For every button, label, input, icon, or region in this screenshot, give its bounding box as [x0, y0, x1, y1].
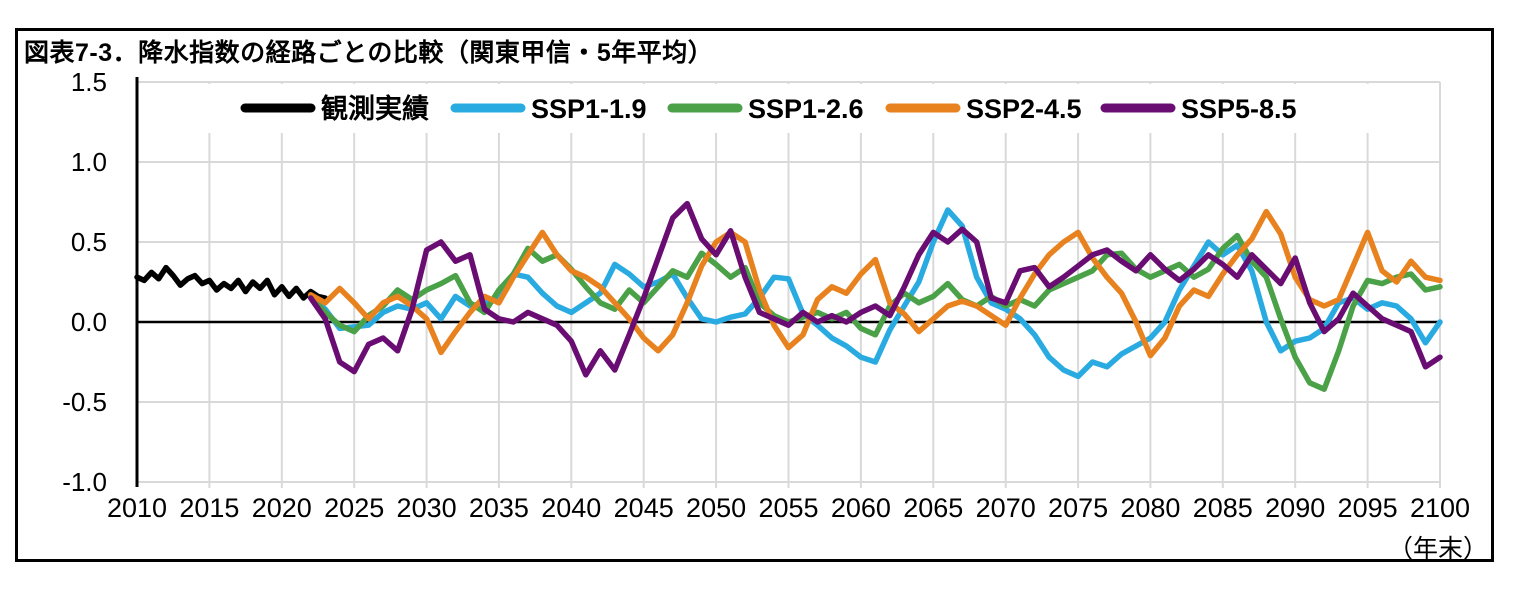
x-tick-label: 2040	[541, 493, 601, 523]
series-line-observed	[134, 264, 328, 301]
x-tick-label: 2045	[614, 493, 674, 523]
x-tick-label: 2065	[903, 493, 963, 523]
y-tick-label: -0.5	[62, 387, 107, 417]
x-tick-label: 2085	[1193, 493, 1253, 523]
x-tick-label: 2030	[397, 493, 457, 523]
y-tick-label: -1.0	[62, 467, 107, 497]
x-tick-label: 2090	[1265, 493, 1325, 523]
x-tick-label: 2010	[107, 493, 167, 523]
x-tick-label: 2035	[469, 493, 529, 523]
x-axis-unit-label: （年末）	[1387, 535, 1488, 563]
x-tick-label: 2015	[179, 493, 239, 523]
legend-label-ssp1-2-6: SSP1-2.6	[748, 94, 864, 124]
legend-label-observed: 観測実績	[321, 93, 429, 124]
x-tick-label: 2075	[1048, 493, 1108, 523]
x-tick-label: 2070	[976, 493, 1036, 523]
legend-label-ssp5-8-5: SSP5-8.5	[1181, 94, 1297, 124]
legend-label-ssp1-1-9: SSP1-1.9	[531, 94, 647, 124]
series-line-ssp1-2-6	[307, 232, 1443, 392]
legend-background	[139, 84, 1439, 133]
x-tick-label: 2025	[324, 493, 384, 523]
x-tick-label: 2095	[1338, 493, 1398, 523]
legend-label-ssp2-4-5: SSP2-4.5	[966, 94, 1082, 124]
y-tick-label: 0.5	[71, 227, 107, 257]
y-tick-label: 1.5	[71, 67, 107, 97]
x-tick-label: 2100	[1410, 493, 1470, 523]
series-line-ssp2-4-5	[307, 208, 1443, 359]
x-tick-label: 2080	[1120, 493, 1180, 523]
x-tick-label: 2055	[758, 493, 818, 523]
y-tick-label: 1.0	[71, 147, 107, 177]
series-line-ssp5-8-5	[307, 200, 1443, 378]
y-tick-label: 0.0	[71, 307, 107, 337]
x-tick-label: 2060	[831, 493, 891, 523]
x-tick-label: 2050	[686, 493, 746, 523]
chart-title: 図表7-3．降水指数の経路ごとの比較（関東甲信・5年平均）	[24, 39, 714, 67]
x-tick-label: 2020	[252, 493, 312, 523]
